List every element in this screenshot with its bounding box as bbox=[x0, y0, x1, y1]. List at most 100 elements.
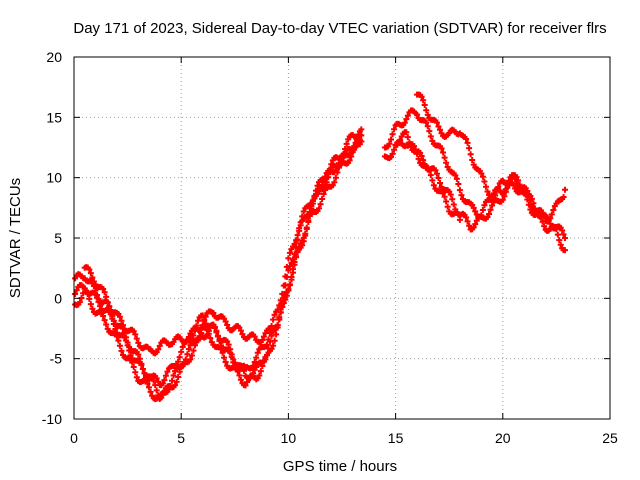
data-point bbox=[146, 384, 153, 391]
data-point bbox=[224, 321, 231, 328]
data-point bbox=[346, 157, 353, 164]
data-point bbox=[443, 159, 450, 166]
data-point bbox=[178, 348, 185, 355]
data-point bbox=[227, 349, 234, 356]
data-point bbox=[358, 138, 365, 145]
data-point bbox=[263, 341, 270, 348]
data-point bbox=[210, 310, 217, 317]
data-point bbox=[153, 375, 160, 382]
data-point bbox=[424, 164, 431, 171]
data-point bbox=[435, 123, 442, 130]
series-track-3 bbox=[72, 126, 365, 389]
data-point bbox=[161, 377, 168, 384]
data-point bbox=[153, 387, 160, 394]
data-point bbox=[404, 134, 411, 141]
data-point bbox=[337, 155, 344, 162]
data-point bbox=[76, 299, 83, 306]
data-point bbox=[432, 167, 439, 174]
data-point bbox=[420, 157, 427, 164]
data-point bbox=[222, 318, 229, 325]
data-point bbox=[170, 372, 177, 379]
data-point bbox=[306, 209, 313, 216]
data-point bbox=[328, 161, 335, 168]
data-point bbox=[317, 201, 324, 208]
data-point bbox=[279, 299, 286, 306]
data-point bbox=[291, 261, 298, 268]
data-point bbox=[547, 215, 554, 222]
data-point bbox=[440, 190, 447, 197]
data-point bbox=[561, 186, 568, 193]
data-point bbox=[293, 254, 300, 261]
data-point bbox=[216, 337, 223, 344]
data-point bbox=[332, 174, 339, 181]
data-point bbox=[237, 327, 244, 334]
data-point bbox=[179, 343, 186, 350]
data-point bbox=[116, 313, 123, 320]
data-point bbox=[250, 362, 257, 369]
data-point bbox=[242, 382, 249, 389]
data-point bbox=[389, 150, 396, 157]
data-point bbox=[455, 181, 462, 188]
data-point bbox=[156, 342, 163, 349]
data-point bbox=[285, 286, 292, 293]
data-point bbox=[449, 196, 456, 203]
data-point bbox=[185, 334, 192, 341]
data-points bbox=[72, 91, 568, 403]
data-point bbox=[181, 360, 188, 367]
data-point bbox=[479, 173, 486, 180]
data-point bbox=[418, 152, 425, 159]
data-point bbox=[103, 293, 110, 300]
data-point bbox=[159, 380, 166, 387]
y-tick-label: 20 bbox=[46, 49, 62, 65]
axis-ticks: 0 5 10 15 20 25 -10 -5 0 5 10 15 20 bbox=[42, 49, 618, 446]
y-tick-label: 10 bbox=[46, 170, 62, 186]
data-point bbox=[135, 351, 142, 358]
data-point bbox=[176, 354, 183, 361]
data-point bbox=[343, 140, 350, 147]
data-point bbox=[276, 314, 283, 321]
data-point bbox=[538, 214, 545, 221]
x-tick-label: 20 bbox=[495, 430, 511, 446]
data-point bbox=[351, 143, 358, 150]
data-point bbox=[110, 320, 117, 327]
data-point bbox=[502, 186, 509, 193]
data-point bbox=[188, 352, 195, 359]
data-point bbox=[120, 322, 127, 329]
data-point bbox=[469, 157, 476, 164]
data-point bbox=[467, 151, 474, 158]
data-point bbox=[133, 335, 140, 342]
data-point bbox=[561, 235, 568, 241]
data-point bbox=[438, 145, 445, 152]
data-point bbox=[294, 248, 301, 255]
data-point bbox=[305, 217, 312, 224]
data-point bbox=[316, 205, 323, 212]
data-point bbox=[348, 150, 355, 157]
y-tick-label: -5 bbox=[50, 351, 63, 367]
data-point bbox=[175, 358, 182, 365]
data-point bbox=[300, 208, 307, 215]
data-point bbox=[403, 116, 410, 123]
data-point bbox=[335, 160, 342, 167]
data-point bbox=[155, 346, 162, 353]
y-tick-label: 15 bbox=[46, 109, 62, 125]
data-point bbox=[386, 140, 393, 147]
data-point bbox=[420, 97, 427, 104]
data-point bbox=[213, 327, 220, 334]
data-point bbox=[169, 377, 176, 384]
data-point bbox=[528, 202, 535, 209]
data-point bbox=[309, 198, 316, 205]
data-point bbox=[481, 178, 488, 185]
data-point bbox=[106, 303, 113, 310]
data-point bbox=[401, 119, 408, 126]
data-point bbox=[282, 273, 289, 280]
data-point bbox=[427, 133, 434, 140]
data-point bbox=[280, 294, 287, 301]
data-point bbox=[466, 222, 473, 229]
data-point bbox=[455, 211, 462, 218]
data-point bbox=[443, 198, 450, 205]
data-point bbox=[130, 364, 137, 371]
data-point bbox=[427, 172, 434, 179]
data-point bbox=[486, 210, 493, 217]
data-point bbox=[221, 354, 228, 361]
data-point bbox=[433, 119, 440, 126]
